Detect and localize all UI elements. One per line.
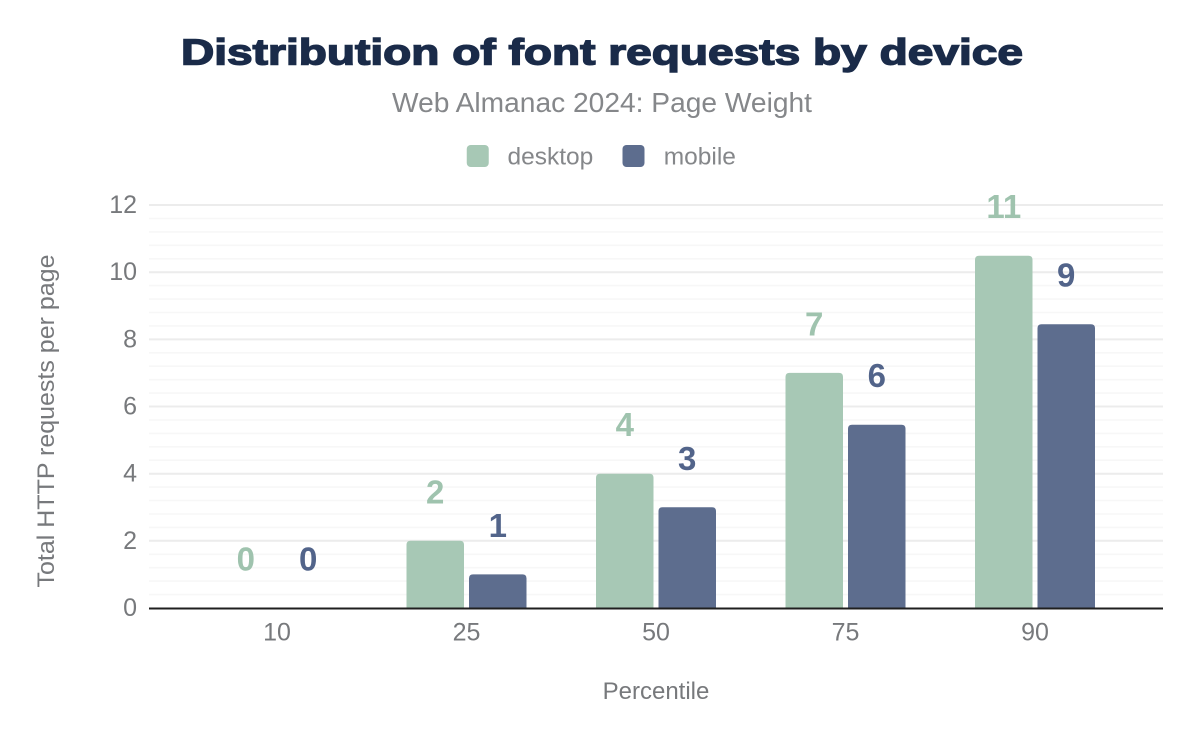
svg-text:75: 75: [832, 619, 860, 647]
svg-text:Distribution of font requests: Distribution of font requests by device: [181, 32, 1023, 73]
svg-text:0: 0: [299, 541, 317, 578]
svg-text:7: 7: [805, 305, 823, 342]
svg-text:Percentile: Percentile: [603, 678, 710, 705]
svg-text:6: 6: [123, 393, 137, 421]
svg-text:0: 0: [237, 541, 255, 578]
svg-text:90: 90: [1021, 619, 1049, 647]
svg-text:1: 1: [489, 507, 507, 544]
svg-text:50: 50: [642, 619, 670, 647]
svg-text:10: 10: [263, 619, 291, 647]
svg-text:12: 12: [109, 191, 137, 219]
svg-text:4: 4: [123, 460, 137, 488]
svg-text:desktop: desktop: [508, 144, 594, 171]
svg-text:2: 2: [426, 473, 444, 510]
svg-text:Total HTTP requests per page: Total HTTP requests per page: [33, 255, 60, 588]
svg-text:3: 3: [678, 440, 696, 477]
svg-text:mobile: mobile: [664, 144, 736, 171]
svg-text:6: 6: [868, 357, 886, 394]
svg-text:4: 4: [616, 406, 635, 443]
svg-text:0: 0: [123, 594, 137, 622]
svg-text:9: 9: [1057, 257, 1075, 294]
svg-text:8: 8: [123, 325, 137, 353]
svg-text:25: 25: [453, 619, 481, 647]
svg-text:10: 10: [109, 258, 137, 286]
svg-text:11: 11: [986, 188, 1021, 225]
svg-text:Web Almanac 2024: Page Weight: Web Almanac 2024: Page Weight: [392, 87, 812, 118]
svg-text:2: 2: [123, 527, 137, 555]
